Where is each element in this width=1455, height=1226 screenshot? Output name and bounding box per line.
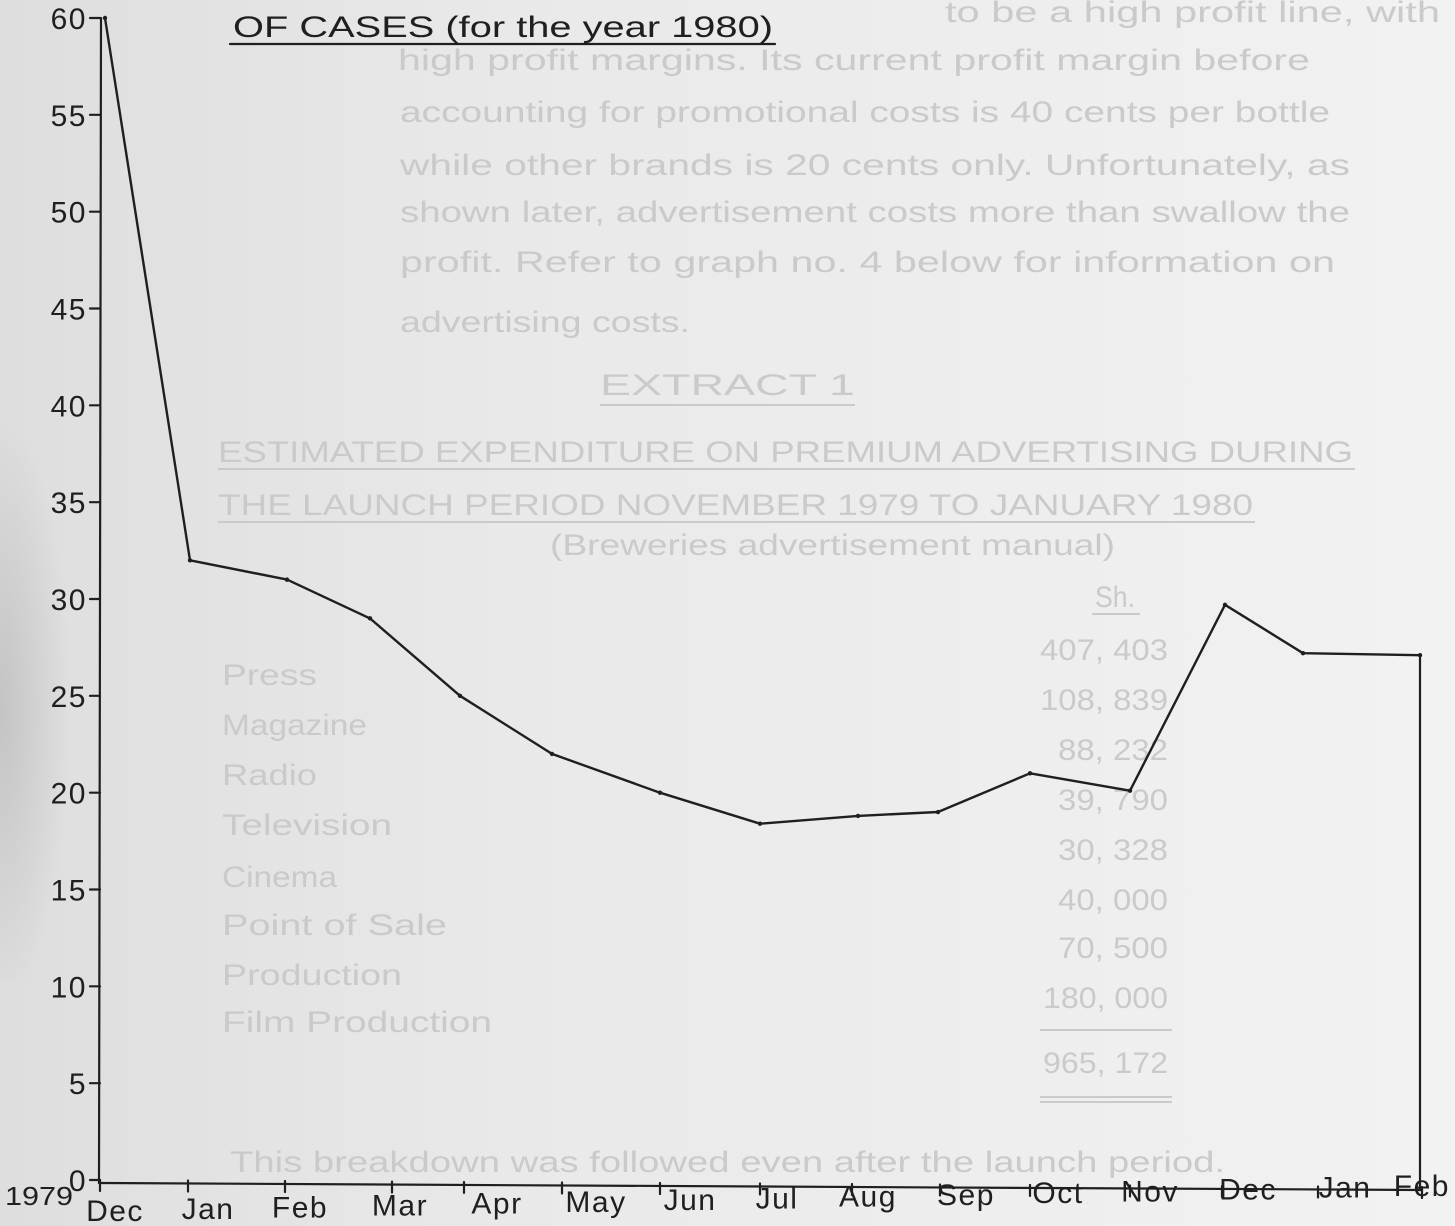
- x-tick-label: Sep: [937, 1179, 995, 1212]
- bleed-row-amount: 39, 790: [1058, 784, 1168, 817]
- x-tick-label: Jan: [1319, 1172, 1372, 1205]
- bleed-paragraph-line: high profit margins. Its current profit …: [398, 44, 1310, 77]
- bleed-row-label: Radio: [222, 759, 317, 792]
- y-tick-label: 45: [51, 294, 87, 327]
- x-tick-label: Aug: [839, 1181, 897, 1214]
- x-tick-label: Jan: [182, 1193, 235, 1226]
- bleed-row-label: Point of Sale: [222, 909, 447, 942]
- data-point: [549, 751, 555, 757]
- bleed-table-title: THE LAUNCH PERIOD NOVEMBER 1979 TO JANUA…: [218, 489, 1253, 522]
- bleed-currency: Sh.: [1095, 581, 1135, 614]
- bleed-row-label: Television: [222, 809, 392, 842]
- data-point: [102, 15, 108, 21]
- data-point: [855, 813, 861, 819]
- bleed-row-amount: 70, 500: [1058, 932, 1168, 965]
- bleed-through-text: to be a high profit line, with high prof…: [218, 0, 1440, 1179]
- y-tick-label: 35: [51, 487, 87, 520]
- data-point: [457, 693, 463, 699]
- bleed-row-label: Cinema: [222, 861, 337, 894]
- data-point: [367, 616, 373, 621]
- y-tick-label: 20: [51, 778, 87, 811]
- bleed-row-amount: 40, 000: [1058, 884, 1168, 917]
- x-tick-label: Jun: [664, 1184, 717, 1217]
- bleed-row-label: Press: [222, 659, 317, 692]
- y-tick-label: 10: [51, 971, 87, 1004]
- data-point: [1027, 771, 1033, 776]
- bleed-paragraph-line: shown later, advertisement costs more th…: [400, 196, 1350, 229]
- x-tick-label: May: [565, 1186, 626, 1219]
- y-tick-label: 50: [51, 197, 87, 230]
- bleed-paragraph-line: profit. Refer to graph no. 4 below for i…: [400, 246, 1335, 279]
- bleed-extract-heading: EXTRACT 1: [600, 369, 855, 402]
- y-tick-label: 40: [51, 390, 87, 423]
- x-tick-label: Feb: [1394, 1170, 1450, 1203]
- chart-title: OF CASES (for the year 1980): [233, 11, 773, 44]
- bleed-row-amount: 407, 403: [1040, 634, 1168, 667]
- x-tick-label: Jul: [756, 1182, 799, 1215]
- bleed-table-title: ESTIMATED EXPENDITURE ON PREMIUM ADVERTI…: [218, 436, 1353, 469]
- data-point: [1300, 651, 1306, 656]
- bleed-footer: This breakdown was followed even after t…: [230, 1146, 1225, 1179]
- y-tick-label: 5: [69, 1068, 87, 1101]
- data-point: [657, 790, 663, 795]
- data-point: [1222, 602, 1228, 608]
- y-tick-label: 0: [69, 1165, 87, 1198]
- x-tick-label: Nov: [1121, 1175, 1179, 1208]
- bleed-row-label: Magazine: [222, 709, 367, 742]
- x-tick-label: Feb: [272, 1191, 328, 1224]
- x-tick-label: Dec: [86, 1195, 144, 1226]
- x-tick-label: Oct: [1032, 1177, 1083, 1210]
- bleed-row-amount: 180, 000: [1043, 982, 1168, 1015]
- x-axis-year-label: 1979: [5, 1181, 73, 1211]
- data-point: [757, 821, 763, 826]
- bleed-paragraph-line: to be a high profit line, with: [945, 0, 1440, 29]
- bleed-row-label: Film Production: [222, 1006, 492, 1039]
- data-point: [1127, 788, 1133, 793]
- bleed-paragraph-line: while other brands is 20 cents only. Unf…: [399, 149, 1350, 182]
- bleed-paragraph-line: advertising costs.: [400, 306, 690, 339]
- bleed-paragraph-line: accounting for promotional costs is 40 c…: [400, 96, 1330, 129]
- chart-marks: 0 5 10 15 20 25 30 35 40 45 50 55 60 Dec Jan Feb Mar Apr M…: [51, 3, 1450, 1226]
- y-tick-label: 15: [51, 875, 87, 908]
- y-tick-label: 25: [51, 681, 87, 714]
- data-point: [935, 809, 941, 815]
- x-tick-label: Apr: [471, 1188, 522, 1221]
- bleed-source: (Breweries advertisement manual): [550, 529, 1115, 562]
- scan-shadow: [0, 380, 140, 980]
- y-tick-label: 30: [51, 584, 87, 617]
- y-tick-label: 60: [51, 3, 87, 36]
- bleed-total-amount: 965, 172: [1043, 1047, 1168, 1080]
- bleed-row-label: Production: [222, 959, 402, 992]
- bleed-row-amount: 30, 328: [1058, 834, 1168, 867]
- data-point: [284, 577, 290, 582]
- x-tick-label: Mar: [372, 1190, 428, 1223]
- data-point: [187, 558, 193, 563]
- x-tick-label: Dec: [1219, 1173, 1277, 1206]
- bleed-row-amount: 108, 839: [1040, 684, 1168, 717]
- y-tick-label: 55: [51, 100, 87, 133]
